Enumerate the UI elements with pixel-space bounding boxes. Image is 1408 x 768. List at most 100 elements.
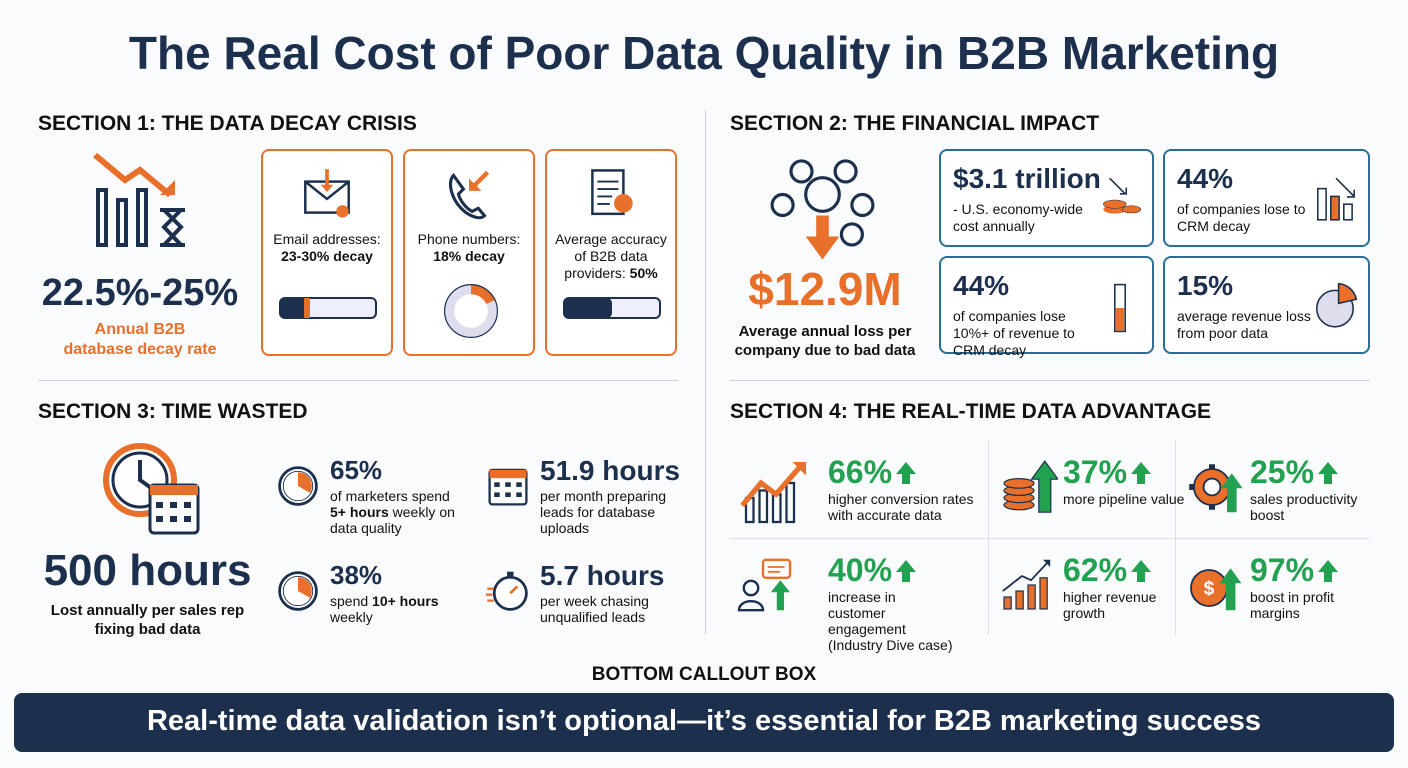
stat-icon-svg bbox=[278, 571, 318, 611]
advantage-label: increase in customer engagement (Industr… bbox=[828, 589, 953, 653]
stat-label: per month preparing leads for database u… bbox=[540, 488, 685, 536]
advantage-icon: $ bbox=[1185, 551, 1245, 619]
stat-value: 5.7 hours bbox=[540, 560, 665, 591]
advantage-icon bbox=[998, 453, 1060, 521]
card-icon bbox=[1310, 169, 1362, 229]
progress-bar-svg bbox=[279, 297, 377, 319]
clock-icon bbox=[95, 440, 205, 540]
section-heading: SECTION 2: THE FINANCIAL IMPACT bbox=[730, 112, 1100, 135]
label-text: per month preparing leads for database u… bbox=[540, 488, 667, 536]
label-bold: 5+ hours bbox=[330, 504, 389, 520]
stat-label: per week chasing unqualified leads bbox=[540, 593, 685, 625]
donut-svg bbox=[444, 284, 498, 338]
section-heading: SECTION 4: THE REAL-TIME DATA ADVANTAGE bbox=[730, 400, 1212, 423]
stat-icon-svg bbox=[488, 468, 528, 506]
value-text: 37% bbox=[1063, 454, 1128, 490]
hero-label: Lost annually per sales rep fixing bad d… bbox=[50, 602, 245, 638]
hero-value: 22.5%-25% bbox=[41, 272, 239, 314]
advantage-value: 97% bbox=[1250, 552, 1339, 589]
data-card: Phone numbers: 18% decay bbox=[403, 149, 535, 356]
advantage-icon-svg bbox=[737, 558, 792, 612]
stat-icon bbox=[485, 568, 531, 614]
up-arrow bbox=[1131, 462, 1152, 486]
card-icon-svg bbox=[1315, 282, 1358, 328]
advantage-value: 37% bbox=[1063, 454, 1152, 491]
stat-icon-svg bbox=[485, 571, 528, 611]
card-value: 44% bbox=[1177, 163, 1234, 194]
impact-card: 44% of companies lose to CRM decay bbox=[1163, 149, 1370, 247]
stat-icon bbox=[275, 463, 321, 509]
advantage-label: higher conversion rates with accurate da… bbox=[828, 491, 974, 523]
donut bbox=[441, 281, 501, 341]
card-value: 23-30% decay bbox=[281, 248, 373, 264]
stat-value: 38% bbox=[330, 560, 383, 590]
advantage-value: 62% bbox=[1063, 552, 1152, 589]
money-icon-svg bbox=[770, 159, 875, 260]
advantage-label: higher revenue growth bbox=[1063, 589, 1157, 621]
card-value: $3.1 trillion bbox=[953, 163, 1101, 194]
advantage-icon-svg bbox=[1003, 460, 1060, 513]
card-icon bbox=[580, 163, 642, 225]
advantage-icon-svg bbox=[740, 462, 806, 524]
divider bbox=[730, 538, 1370, 539]
hero-value: $12.9M bbox=[748, 263, 902, 315]
card-icon-svg bbox=[591, 169, 633, 216]
card-icon-svg bbox=[449, 170, 490, 220]
divider bbox=[730, 380, 1370, 381]
stat-label: spend 10+ hours weekly bbox=[330, 593, 465, 625]
section-heading: SECTION 1: THE DATA DECAY CRISIS bbox=[38, 112, 417, 135]
card-icon-svg bbox=[1114, 283, 1126, 333]
divider bbox=[1175, 440, 1176, 635]
stat-label: of marketers spend 5+ hours weekly on da… bbox=[330, 488, 465, 536]
title: The Real Cost of Poor Data Quality in B2… bbox=[128, 27, 1280, 79]
value-text: 40% bbox=[828, 552, 893, 588]
progress-bar bbox=[559, 296, 665, 320]
advantage-icon-svg bbox=[1002, 559, 1051, 610]
stat-value: 65% bbox=[330, 455, 383, 485]
clock-icon-svg bbox=[103, 443, 200, 535]
advantage-value: 66% bbox=[828, 454, 917, 491]
card-text: Email addresses: 23-30% decay bbox=[269, 231, 385, 265]
callout-box: Real-time data validation isn’t optional… bbox=[14, 693, 1394, 752]
card-text: Average accuracy of B2B data providers: … bbox=[553, 231, 669, 282]
advantage-icon bbox=[736, 453, 816, 528]
card-icon-svg bbox=[1317, 177, 1355, 221]
dollar-sign: $ bbox=[1204, 579, 1215, 600]
card-label: Average accuracy of B2B data providers: bbox=[555, 231, 667, 281]
progress-bar bbox=[275, 296, 381, 320]
progress-bar-svg bbox=[563, 297, 661, 319]
advantage-value: 40% bbox=[828, 552, 917, 589]
hero-value: 500 hours bbox=[43, 546, 252, 595]
card-icon bbox=[1310, 276, 1362, 336]
card-icon bbox=[1094, 272, 1146, 344]
card-label: of companies lose 10%+ of revenue to CRM… bbox=[953, 308, 1075, 358]
card-icon bbox=[296, 163, 358, 225]
up-arrow bbox=[1318, 462, 1339, 486]
stat-icon bbox=[275, 568, 321, 614]
label-text: weekly on data quality bbox=[330, 504, 455, 536]
advantage-icon bbox=[998, 551, 1058, 619]
divider bbox=[38, 380, 678, 381]
value-text: 25% bbox=[1250, 454, 1315, 490]
hero-label: Average annual loss per company due to b… bbox=[734, 323, 916, 359]
impact-card: 15% average revenue loss from poor data bbox=[1163, 256, 1370, 354]
decay-icon bbox=[85, 150, 195, 250]
advantage-label: more pipeline value bbox=[1063, 491, 1185, 507]
value-text: 62% bbox=[1063, 552, 1128, 588]
stat-value: 51.9 hours bbox=[540, 455, 681, 486]
label-text: spend bbox=[330, 593, 369, 609]
card-icon-svg bbox=[304, 169, 350, 218]
card-label: of companies lose to CRM decay bbox=[1177, 201, 1306, 234]
card-icon bbox=[1094, 169, 1146, 229]
up-arrow bbox=[896, 560, 917, 584]
callout-text: Real-time data validation isn’t optional… bbox=[146, 705, 1262, 737]
card-label: average revenue loss from poor data bbox=[1177, 308, 1311, 341]
advantage-icon bbox=[1185, 453, 1245, 521]
card-text: Phone numbers: 18% decay bbox=[411, 231, 527, 265]
card-value: 44% bbox=[953, 270, 1010, 301]
up-arrow bbox=[1318, 560, 1339, 584]
label-text: weekly bbox=[330, 609, 373, 625]
card-label: Email addresses: bbox=[273, 231, 381, 247]
section-heading: SECTION 3: TIME WASTED bbox=[38, 400, 308, 423]
